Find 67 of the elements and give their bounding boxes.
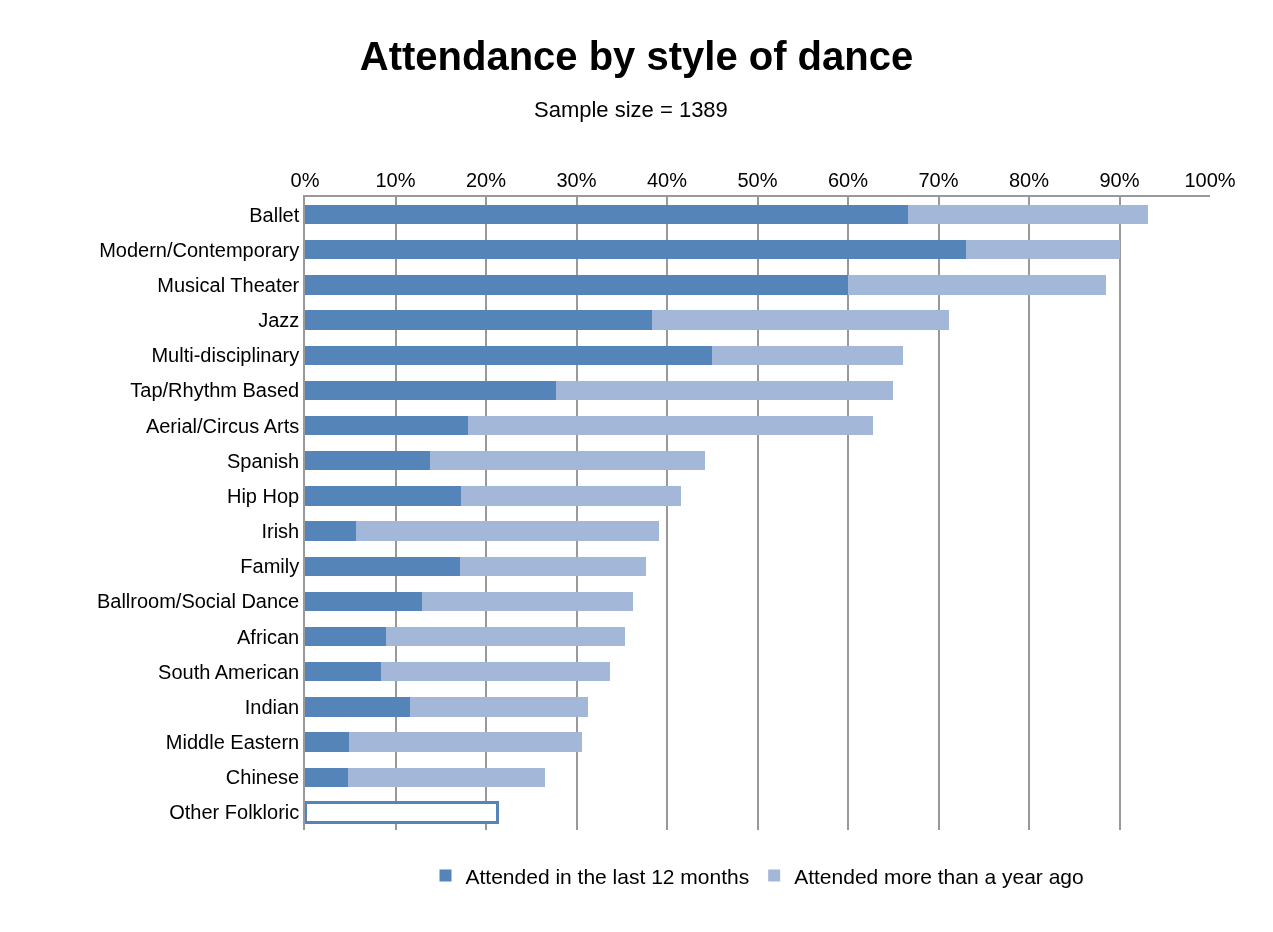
x-tick-label: 20%	[465, 169, 507, 192]
y-tick-label: Musical Theater	[157, 273, 300, 296]
bar	[305, 486, 461, 506]
bar	[305, 626, 387, 647]
bar	[305, 556, 460, 576]
y-tick-label: Chinese	[225, 766, 300, 789]
bar	[305, 275, 848, 295]
y-tick-label: Multi-disciplinary	[151, 344, 300, 367]
bar	[848, 275, 1106, 295]
bar	[409, 697, 589, 717]
bar	[305, 204, 908, 225]
y-tick-label: Ballroom/Social Dance	[96, 590, 300, 613]
x-tick-label: 30%	[556, 169, 597, 192]
y-tick-label: Middle Eastern	[165, 731, 300, 754]
bar	[305, 345, 713, 365]
y-tick-label: Jazz	[258, 309, 300, 332]
bar	[555, 380, 894, 401]
x-tick-label: 100%	[1184, 169, 1236, 192]
bar	[305, 451, 430, 471]
x-tick-label: 60%	[827, 169, 869, 192]
bar	[305, 310, 652, 330]
y-tick-label: Spanish	[226, 449, 300, 472]
y-tick-label: African	[237, 625, 300, 648]
bar	[305, 415, 468, 436]
bar	[712, 345, 904, 365]
chart-subtitle: Sample size = 1389	[534, 97, 728, 122]
y-tick-label: Modern/Contemporary	[99, 238, 300, 261]
legend-label: Attended more than a year ago	[794, 864, 1084, 888]
bar	[429, 451, 706, 471]
y-tick-label: Family	[240, 555, 300, 578]
bar	[305, 767, 348, 787]
bar	[305, 732, 350, 752]
bar	[347, 767, 545, 787]
y-tick-label: Hip Hop	[226, 484, 300, 507]
bar	[349, 732, 582, 752]
y-tick-label: Tap/Rhythm Based	[130, 379, 300, 402]
y-tick-label: Other Folkloric	[169, 801, 300, 824]
bar	[907, 204, 1148, 225]
bar	[305, 591, 422, 612]
x-tick-label: 70%	[918, 169, 959, 192]
bar	[355, 521, 659, 541]
bar	[421, 591, 633, 612]
y-tick-label: Irish	[261, 520, 300, 543]
bar	[467, 415, 874, 436]
bar	[965, 240, 1121, 260]
y-tick-label: South American	[158, 660, 300, 683]
bar	[305, 662, 382, 682]
bar	[386, 626, 626, 647]
bar	[305, 380, 556, 401]
x-tick-label: 50%	[737, 169, 778, 192]
y-tick-label: Ballet	[249, 203, 300, 226]
bar	[651, 310, 950, 330]
bar	[305, 521, 356, 541]
bar	[305, 697, 410, 717]
bar	[305, 240, 966, 260]
x-tick-label: 90%	[1099, 169, 1140, 192]
bar	[381, 662, 610, 682]
bar	[459, 556, 647, 576]
y-tick-label: Indian	[244, 695, 300, 718]
bar	[460, 486, 681, 506]
x-tick-label: 10%	[375, 169, 416, 192]
x-tick-label: 80%	[1008, 169, 1050, 192]
x-tick-label: 40%	[646, 169, 688, 192]
legend-label: Attended in the last 12 months	[465, 864, 750, 888]
y-tick-label: Aerial/Circus Arts	[145, 414, 300, 437]
chart-title: Attendance by style of dance	[359, 33, 914, 78]
x-tick-label: 0%	[290, 169, 320, 192]
